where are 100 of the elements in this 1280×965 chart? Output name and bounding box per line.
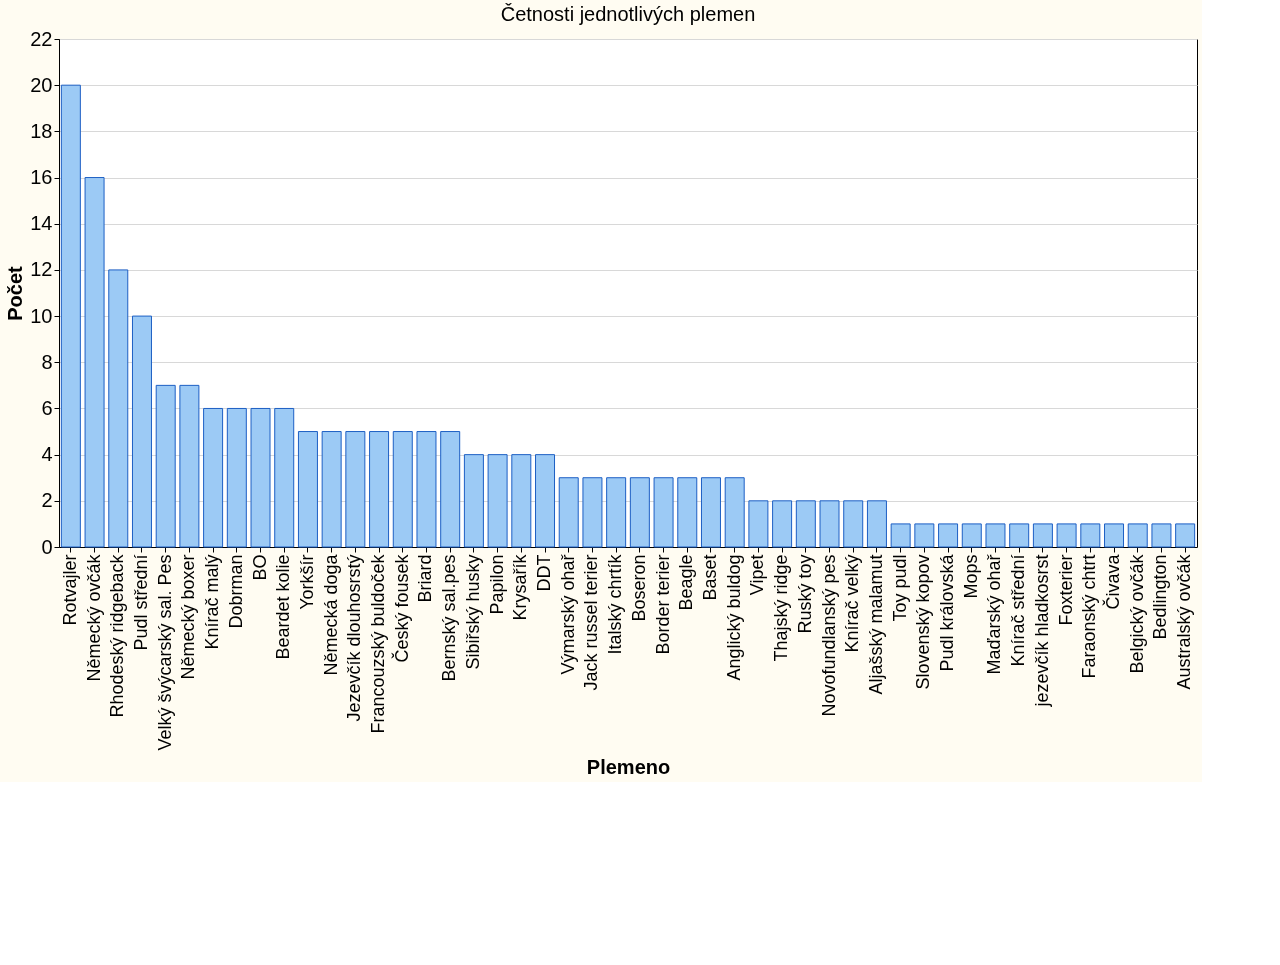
bar	[297, 431, 318, 548]
x-tick-label: Toy pudl	[889, 554, 910, 622]
bar	[582, 477, 603, 548]
x-tick-label: DDT	[534, 554, 555, 592]
x-tick-label: Německý boxer	[178, 554, 199, 680]
bar	[724, 477, 745, 548]
bar	[321, 431, 342, 548]
x-tick-label: Knírač velký	[842, 554, 863, 653]
bar	[416, 431, 437, 548]
x-tick-label: Faraonský chtrt	[1079, 554, 1100, 679]
bar	[772, 500, 793, 548]
bar	[629, 477, 650, 548]
bar	[700, 477, 721, 548]
x-tick-label: Italský chrtík	[605, 553, 626, 655]
x-tick-label: Český fousek	[390, 553, 412, 663]
x-tick-label: Jack russel terier	[581, 554, 602, 691]
bar	[463, 454, 484, 548]
bar	[60, 84, 81, 548]
bar	[961, 523, 982, 548]
bar	[748, 500, 769, 548]
bar	[84, 177, 105, 548]
bar	[1032, 523, 1053, 548]
bar	[1104, 523, 1125, 548]
x-tick-label: Ruský toy	[794, 554, 815, 634]
x-tick-label: Beagle	[676, 554, 697, 611]
x-tick-label: Belgický ovčák	[1126, 553, 1147, 674]
x-tick-label: Aljašský malamut	[865, 554, 886, 695]
bar	[985, 523, 1006, 548]
bar	[843, 500, 864, 548]
x-tick-label: Výmarský ohař	[557, 553, 578, 675]
y-tick-label: 0	[41, 535, 53, 558]
bar	[1175, 523, 1196, 548]
bar	[890, 523, 911, 548]
bar	[653, 477, 674, 548]
bar	[131, 315, 152, 548]
x-tick-label: Pudl královská	[937, 553, 958, 672]
y-tick-label: 18	[30, 119, 53, 142]
bar	[250, 407, 271, 548]
x-tick-label: Baset	[699, 554, 720, 601]
bar	[155, 384, 176, 548]
bar	[226, 407, 247, 548]
x-tick-label: Jezevčík dlouhosrstý	[344, 554, 365, 722]
bar	[369, 431, 390, 548]
bar	[795, 500, 816, 548]
bar	[558, 477, 579, 548]
x-tick-label: Německá doga	[320, 553, 341, 676]
x-axis-title: Plemeno	[586, 755, 671, 778]
y-axis-title: Počet	[4, 265, 27, 321]
x-tick-label: Bedlington	[1150, 554, 1171, 640]
bar	[1151, 523, 1172, 548]
x-tick-label: BO	[249, 554, 270, 581]
y-tick-label: 16	[30, 166, 53, 189]
bar	[392, 431, 413, 548]
bar	[1056, 523, 1077, 548]
bar	[914, 523, 935, 548]
bar	[677, 477, 698, 548]
x-tick-label: Rhodeský ridgeback	[107, 553, 128, 718]
y-tick-label: 22	[30, 27, 53, 50]
bar	[535, 454, 556, 548]
bar	[819, 500, 840, 548]
x-tick-label: Border terier	[652, 554, 673, 655]
bar	[511, 454, 532, 548]
bar	[1080, 523, 1101, 548]
bar	[440, 431, 461, 548]
x-tick-label: Boseron	[628, 554, 649, 622]
y-tick-label: 14	[30, 212, 53, 235]
y-tick-label: 10	[30, 304, 53, 327]
x-tick-label: Maďarský ohař	[984, 553, 1005, 675]
x-tick-label: Beardet kolie	[273, 554, 294, 660]
x-tick-label: Vipet	[747, 554, 768, 596]
y-tick-label: 8	[41, 350, 53, 373]
x-tick-label: Rotvajler	[59, 554, 80, 626]
x-tick-label: Knírač střední	[1008, 554, 1029, 667]
x-tick-label: Krysařík	[510, 553, 531, 621]
bar	[274, 407, 295, 548]
x-tick-label: Bernský sal.pes	[439, 554, 460, 682]
bar	[345, 431, 366, 548]
x-tick-label: Čivava	[1102, 553, 1124, 610]
x-tick-label: Yorkšír	[296, 554, 317, 610]
x-tick-label: Australský ovčák	[1174, 553, 1195, 690]
chart-title: Četnosti jednotlivých plemen	[500, 3, 756, 25]
x-tick-label: Knírač malý	[202, 554, 223, 650]
y-tick-label: 2	[41, 489, 53, 512]
x-tick-label: Francouzský buldoček	[368, 553, 389, 734]
x-tick-label: Foxterier	[1055, 554, 1076, 626]
x-tick-label: jezevčík hladkosrst	[1031, 554, 1052, 708]
x-tick-label: Velký švýcarský sal. Pes	[154, 554, 175, 751]
x-tick-label: Anglický buldog	[723, 554, 744, 681]
bar	[179, 384, 200, 548]
x-tick-label: Pudl střední	[130, 554, 151, 651]
y-tick-label: 12	[30, 258, 53, 281]
y-tick-label: 20	[30, 73, 53, 96]
x-tick-label: Novofundlanský pes	[818, 554, 839, 717]
y-tick-label: 6	[41, 396, 53, 419]
bar	[108, 269, 129, 548]
bar	[606, 477, 627, 548]
bar	[487, 454, 508, 548]
x-tick-label: Sibiřský husky	[462, 554, 483, 670]
x-tick-label: Briard	[415, 554, 436, 603]
bar	[866, 500, 887, 548]
